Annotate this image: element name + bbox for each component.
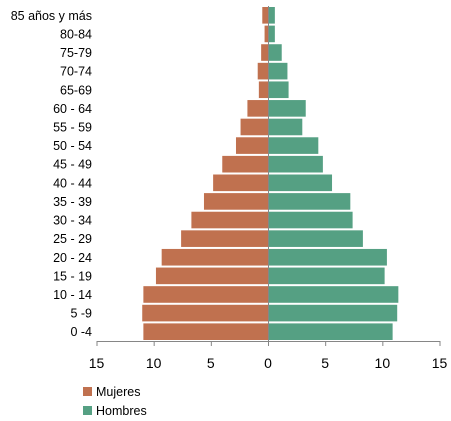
bar-mujeres: [222, 155, 268, 173]
bar-mujeres: [240, 118, 268, 136]
bar-hombres: [268, 193, 351, 210]
category-label: 85 años y más: [11, 9, 92, 23]
category-label: 75-79: [60, 46, 92, 60]
category-label: 25 - 29: [53, 232, 92, 246]
bar-mujeres: [261, 44, 268, 61]
bar-mujeres: [247, 100, 268, 117]
bar-hombres: [268, 81, 289, 99]
bar-mujeres: [191, 211, 268, 229]
bar-hombres: [268, 137, 319, 154]
bar-mujeres: [213, 174, 268, 192]
x-tick-label: 10: [375, 355, 391, 371]
bar-hombres: [268, 174, 333, 192]
category-label: 55 - 59: [53, 120, 92, 134]
bar-mujeres: [257, 62, 268, 80]
bar-mujeres: [143, 286, 268, 303]
bar-mujeres: [258, 81, 268, 99]
legend-label-hombres: Hombres: [96, 404, 147, 418]
bar-hombres: [268, 100, 306, 117]
bar-hombres: [268, 155, 323, 173]
bar-mujeres: [142, 304, 268, 322]
bar-hombres: [268, 7, 275, 24]
bar-hombres: [268, 267, 385, 285]
category-label: 40 - 44: [53, 176, 92, 190]
bar-mujeres: [143, 323, 268, 340]
bar-hombres: [268, 323, 393, 340]
category-label: 45 - 49: [53, 158, 92, 172]
bar-hombres: [268, 44, 282, 61]
bar-hombres: [268, 211, 353, 229]
bar-mujeres: [264, 25, 268, 43]
bar-hombres: [268, 248, 387, 266]
category-label: 15 - 19: [53, 269, 92, 283]
x-tick-label: 5: [207, 355, 215, 371]
category-label: 30 - 34: [53, 214, 92, 228]
bar-hombres: [268, 286, 399, 303]
category-label: 5 -9: [70, 307, 92, 321]
bar-hombres: [268, 230, 363, 247]
category-label: 60 - 64: [53, 102, 92, 116]
category-label: 20 - 24: [53, 251, 92, 265]
x-tick-label: 10: [146, 355, 162, 371]
x-tick-labels: 15 10 5 0 5 10 15: [89, 355, 448, 371]
axes-group: [96, 6, 441, 346]
legend: Mujeres Hombres: [83, 385, 147, 418]
x-tick-label: 0: [264, 355, 272, 371]
bar-hombres: [268, 118, 303, 136]
x-tick-label: 5: [321, 355, 329, 371]
bars-group: [142, 7, 399, 340]
category-label: 80-84: [60, 27, 92, 41]
bar-mujeres: [203, 193, 268, 210]
x-tick-label: 15: [89, 355, 105, 371]
bar-mujeres: [262, 7, 268, 24]
category-label: 70-74: [60, 65, 92, 79]
category-labels: 0 -4 5 -9 10 - 14 15 - 19 20 - 24 25 - 29 30 -…: [11, 9, 92, 339]
category-label: 10 - 14: [53, 288, 92, 302]
legend-swatch-mujeres: [83, 387, 92, 396]
category-label: 35 - 39: [53, 195, 92, 209]
category-label: 0 -4: [70, 325, 92, 339]
category-label: 65-69: [60, 83, 92, 97]
category-label: 50 - 54: [53, 139, 92, 153]
bar-mujeres: [161, 248, 268, 266]
bar-hombres: [268, 304, 398, 322]
x-tick-label: 15: [432, 355, 448, 371]
bar-hombres: [268, 62, 288, 80]
bar-hombres: [268, 25, 275, 43]
legend-swatch-hombres: [83, 406, 92, 415]
legend-label-mujeres: Mujeres: [96, 385, 140, 399]
bar-mujeres: [235, 137, 268, 154]
bar-mujeres: [181, 230, 268, 247]
bar-mujeres: [155, 267, 268, 285]
